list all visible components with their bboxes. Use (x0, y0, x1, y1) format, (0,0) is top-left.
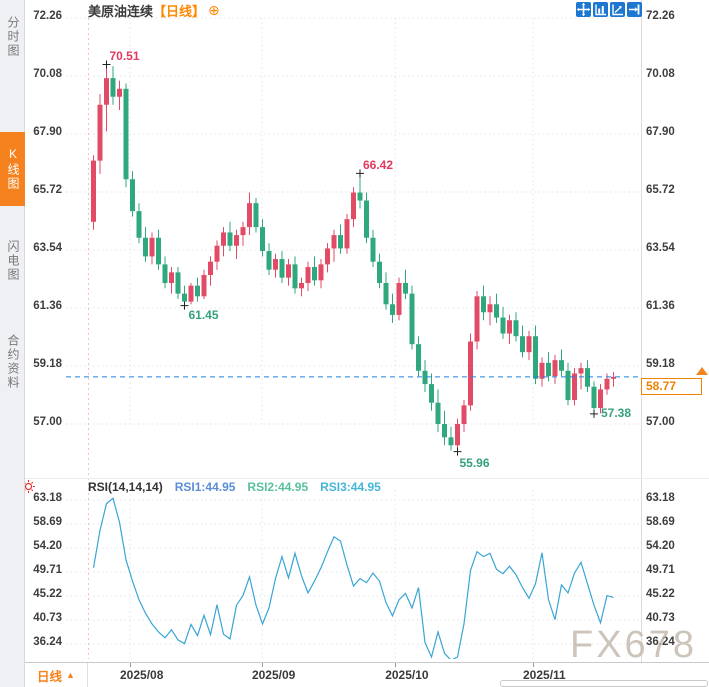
panel-divider (25, 478, 709, 479)
period-selector[interactable]: 日线 ▲ (25, 663, 88, 687)
period-arrow-icon: ▲ (66, 669, 75, 680)
rsi-series-label: RSI2:44.95 (247, 480, 309, 494)
axis-zoom-icon[interactable] (610, 2, 625, 17)
exit-fullscreen-icon[interactable] (627, 2, 642, 17)
scrollbar-thumb[interactable] (500, 680, 708, 687)
rsi-series-label: RSI1:44.95 (174, 480, 236, 494)
axis-scale-icon[interactable] (593, 2, 608, 17)
x-axis-tick (130, 663, 131, 667)
x-axis-label: 2025/08 (120, 668, 164, 682)
rsi-header: RSI(14,14,14) RSI1:44.95 RSI2:44.95 RSI3:4… (88, 480, 381, 494)
sidebar-tab-flash-chart[interactable]: 闪电图 (6, 240, 20, 282)
x-axis-tick (533, 663, 534, 667)
rsi-series-label: RSI3:44.95 (320, 480, 381, 494)
last-price-value: 58.77 (646, 378, 677, 393)
x-axis-tick (261, 663, 263, 667)
sidebar-tab-contract-info[interactable]: 合约资料 (6, 334, 20, 390)
period-selector-label: 日线 (37, 669, 63, 684)
rsi-label: RSI(14,14,14) (88, 480, 163, 494)
chart-plot-area[interactable] (66, 10, 641, 660)
x-axis-label: 2025/11 (523, 668, 566, 682)
period-tag: 【日线】 (153, 4, 206, 19)
sidebar: 分时图 K线图闪电图合约资料 (0, 0, 25, 687)
chart-toolbar (576, 2, 642, 17)
watermark: FX678 (570, 624, 697, 666)
x-axis-bar: 日线 ▲ 2025/08 2025/09 2025/10 2025/11 (0, 662, 709, 687)
instrument-title: 美原油连续 (88, 4, 154, 19)
last-price-box: 58.77 (641, 377, 702, 395)
x-axis-label: 2025/09 (251, 668, 296, 682)
x-axis-tick (395, 663, 397, 667)
sidebar-tab-time-chart[interactable]: 分时图 (6, 16, 20, 58)
x-axis-label: 2025/10 (385, 668, 429, 682)
price-up-triangle-icon (696, 366, 708, 375)
chart-header: 美原油连续 【日线】 ⊕ (88, 2, 220, 19)
pan-icon[interactable] (576, 2, 591, 17)
chart-settings-icon[interactable]: ⊕ (208, 2, 220, 18)
sidebar-tab-kline-chart[interactable]: K线图 (0, 132, 25, 206)
